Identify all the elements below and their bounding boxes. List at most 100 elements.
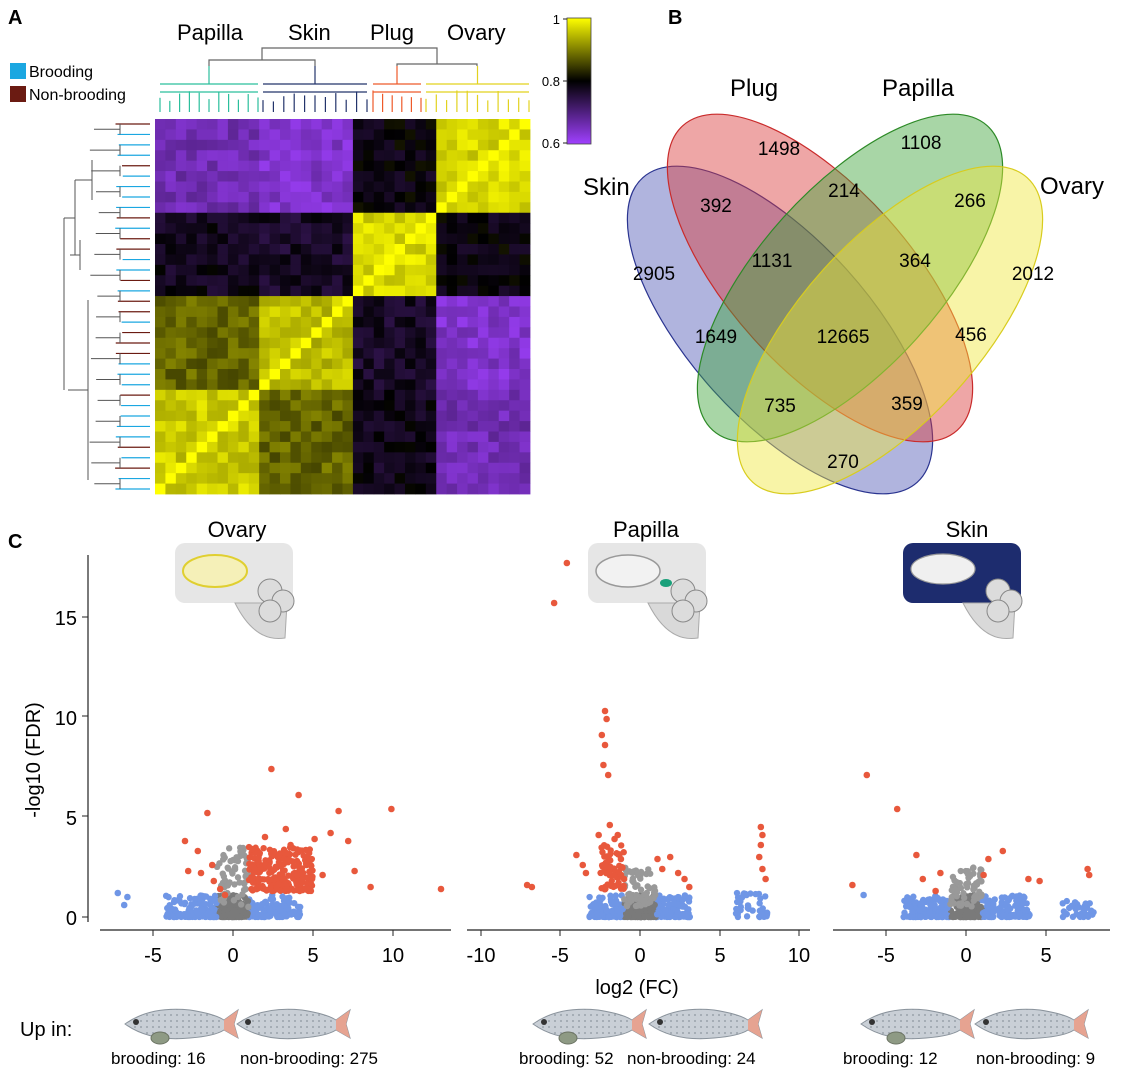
heatmap-cell xyxy=(259,244,270,255)
heatmap-cell xyxy=(217,181,229,193)
heatmap-cell xyxy=(467,400,479,412)
heatmap-cell xyxy=(227,223,239,234)
heatmap-cell xyxy=(186,369,198,380)
volcano-point xyxy=(582,869,590,877)
heatmap-cell xyxy=(477,473,489,484)
heatmap-cell xyxy=(373,119,385,130)
fish-icon xyxy=(124,1008,239,1045)
volcano-point xyxy=(755,853,763,861)
heatmap-cell xyxy=(477,171,489,182)
heatmap-cell xyxy=(321,244,333,255)
heatmap-cell xyxy=(405,462,416,474)
heatmap-cell xyxy=(436,337,448,349)
heatmap-cell xyxy=(436,181,448,193)
heatmap-cell xyxy=(217,348,229,359)
volcano-point xyxy=(674,901,681,908)
heatmap-cell xyxy=(342,483,354,495)
heatmap-cell xyxy=(363,223,375,234)
heatmap-cell xyxy=(352,150,364,162)
heatmap-cell xyxy=(415,369,427,380)
heatmap-cell xyxy=(332,150,343,162)
heatmap-cell xyxy=(269,264,281,276)
heatmap-cell xyxy=(352,483,364,495)
volcano-point xyxy=(604,771,612,779)
heatmap-cell xyxy=(332,119,343,130)
heatmap-cell xyxy=(332,400,343,412)
heatmap-cell xyxy=(384,191,395,203)
heatmap-cell xyxy=(436,483,448,495)
volcano-point xyxy=(237,848,244,855)
volcano-point xyxy=(605,913,613,921)
heatmap-cell xyxy=(467,483,479,495)
heatmap-cell xyxy=(217,483,229,495)
heatmap-cell xyxy=(321,254,333,266)
heatmap-cell xyxy=(467,452,479,464)
heatmap-cell xyxy=(155,150,166,162)
heatmap-cell xyxy=(384,337,395,349)
heatmap-cell xyxy=(373,369,385,380)
heatmap-cell xyxy=(280,379,291,391)
panel-a: Brooding Non-brooding Papilla Skin Plug … xyxy=(10,12,592,495)
heatmap-cell xyxy=(415,431,427,443)
volcano-point xyxy=(231,881,238,888)
heatmap-cell xyxy=(332,358,343,370)
volcano-point xyxy=(1020,906,1027,913)
heatmap-cell xyxy=(384,369,395,380)
heatmap-cell xyxy=(519,483,531,495)
heatmap-cell xyxy=(186,473,198,484)
heatmap-cell xyxy=(207,254,218,266)
heatmap-cell xyxy=(352,244,364,255)
heatmap-cell xyxy=(321,369,333,380)
fish-tail xyxy=(224,1010,238,1038)
heatmap-cell xyxy=(498,264,510,276)
heatmap-cell xyxy=(300,285,312,297)
heatmap-cell xyxy=(436,421,448,432)
heatmap-cell xyxy=(498,160,510,172)
heatmap-cell xyxy=(321,431,333,443)
heatmap-cell xyxy=(373,473,385,484)
heatmap-cell xyxy=(509,275,520,287)
heatmap-cell xyxy=(498,223,510,234)
heatmap-cell xyxy=(207,285,218,297)
heatmap-cell xyxy=(321,462,333,474)
heatmap-cell xyxy=(415,296,427,307)
heatmap-cell xyxy=(155,389,166,401)
venn-count-skin-plug: 392 xyxy=(700,196,732,217)
heatmap-cell xyxy=(498,379,510,391)
heatmap-cell xyxy=(373,483,385,495)
heatmap-cell xyxy=(425,202,437,214)
heatmap-cell xyxy=(342,264,354,276)
heatmap-cell xyxy=(196,254,208,266)
volcano-point xyxy=(970,864,977,871)
heatmap-cell xyxy=(311,139,323,151)
volcano-point xyxy=(737,898,744,905)
venn-count-plug-papilla-ovary: 364 xyxy=(899,251,931,272)
heatmap-cell xyxy=(384,244,395,255)
volcano-point xyxy=(255,878,262,885)
heatmap-cell xyxy=(477,316,489,328)
heatmap-cell xyxy=(269,358,281,370)
volcano-point xyxy=(246,860,253,868)
heatmap-cell xyxy=(498,181,510,193)
heatmap-cell xyxy=(488,223,500,234)
heatmap-cell xyxy=(394,264,406,276)
heatmap-cell xyxy=(405,410,416,422)
heatmap-cell xyxy=(155,316,166,328)
heatmap-cell xyxy=(321,160,333,172)
volcano-point xyxy=(276,906,284,913)
heatmap-cell xyxy=(467,202,479,214)
heatmap-cell xyxy=(425,285,437,297)
volcano-point xyxy=(1025,875,1032,883)
fish-icon xyxy=(532,1008,647,1045)
heatmap-cell xyxy=(300,441,312,453)
heatmap-cell xyxy=(477,452,489,464)
heatmap-cell xyxy=(238,285,250,297)
heatmap-cell xyxy=(280,421,291,432)
heatmap-cell xyxy=(509,160,520,172)
volcano-plot-papilla xyxy=(523,559,771,921)
heatmap-cell xyxy=(311,410,323,422)
heatmap-cell xyxy=(384,119,395,130)
heatmap-cell xyxy=(363,431,375,443)
heatmap-cell xyxy=(332,389,343,401)
heatmap-cell xyxy=(311,348,323,359)
